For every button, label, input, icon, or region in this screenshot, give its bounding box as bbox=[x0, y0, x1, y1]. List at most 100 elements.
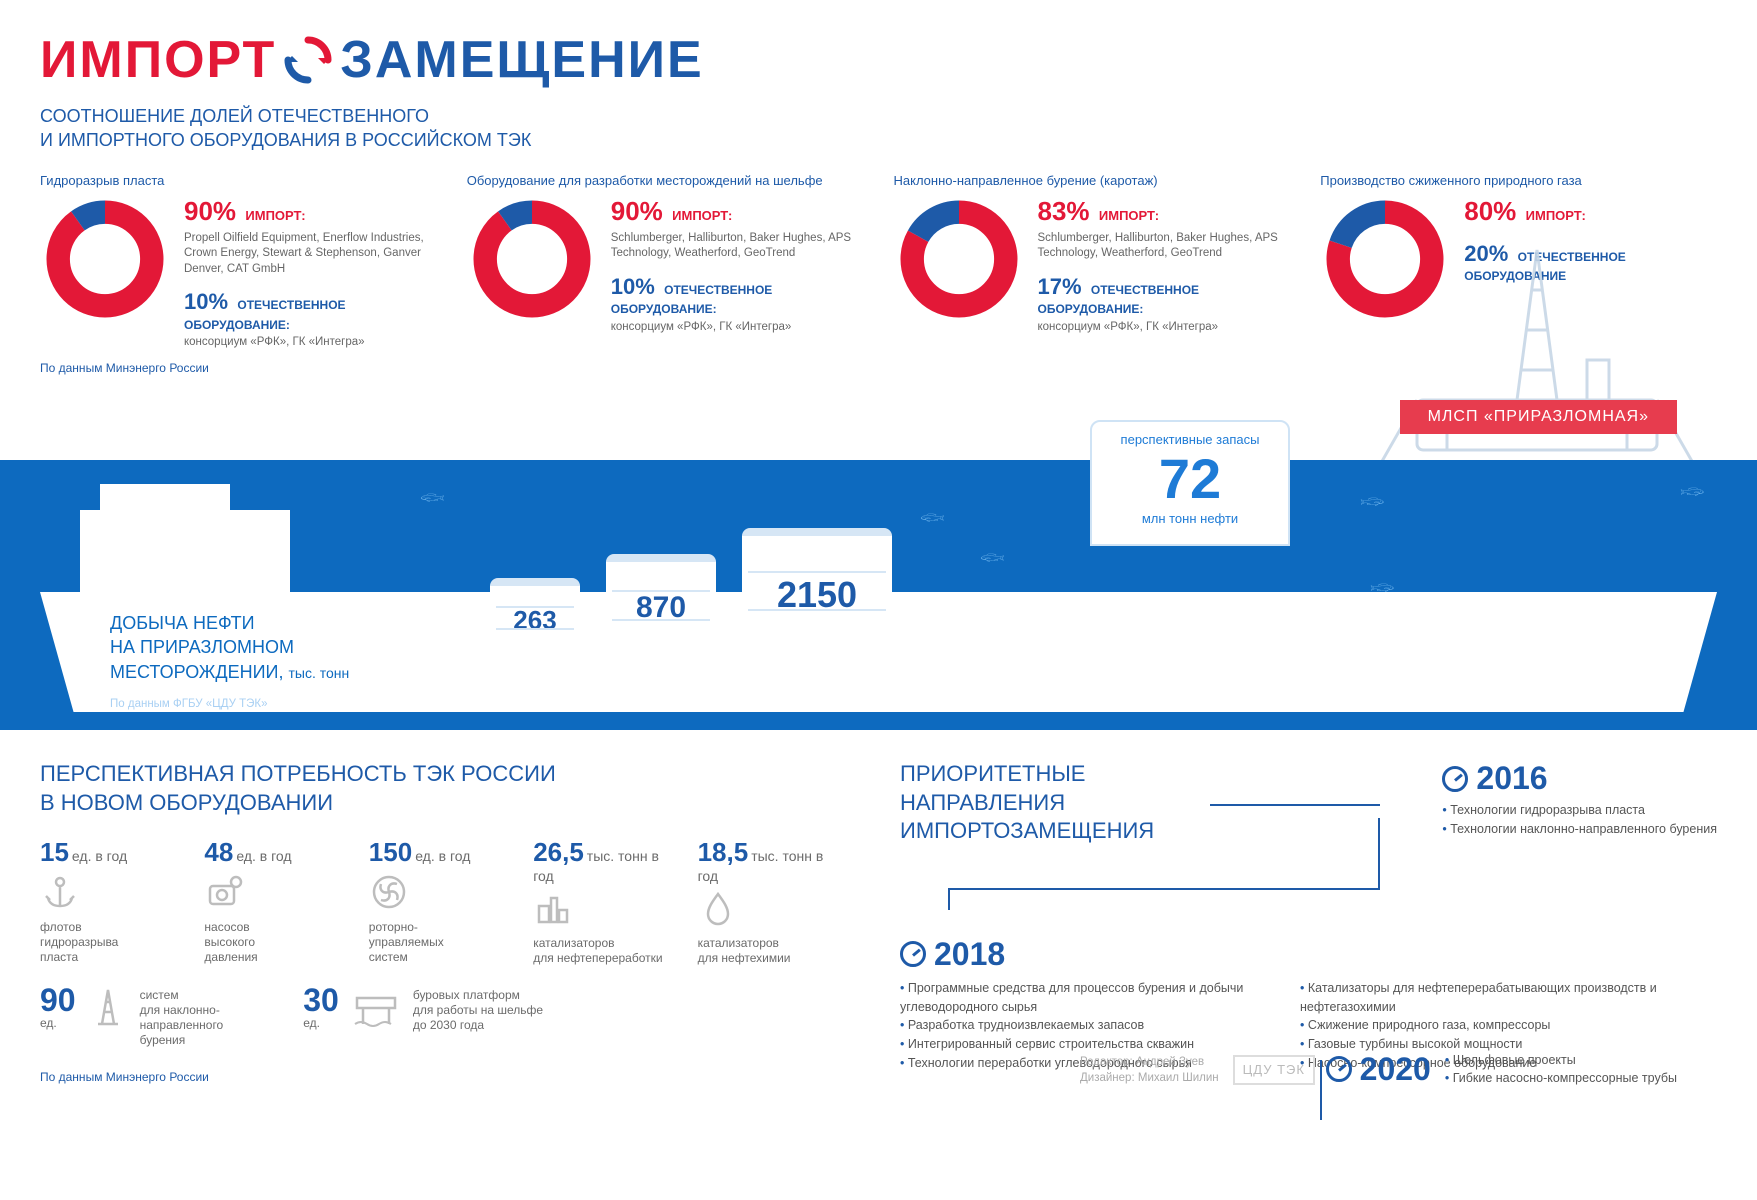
band-source: По данным ФГБУ «ЦДУ ТЭК» bbox=[110, 698, 268, 710]
donut-chart-icon bbox=[894, 194, 1024, 324]
needs-row2: 90 ед. систем для наклонно- направленног… bbox=[40, 984, 840, 1048]
priority-item: Программные средства для процессов бурен… bbox=[900, 979, 1260, 1017]
oil-title-line: ДОБЫЧА НЕФТИ bbox=[110, 611, 349, 635]
donut-block-3: Наклонно-направленное бурение (каротаж) … bbox=[894, 173, 1291, 351]
refinery-icon bbox=[533, 888, 675, 932]
ship-bridge-icon bbox=[80, 510, 290, 600]
title-import: ИМПОРТ bbox=[40, 30, 276, 90]
donut-chart-icon bbox=[467, 194, 597, 324]
priority-item: Гибкие насосно-компрессорные трубы bbox=[1445, 1069, 1677, 1088]
platform-icon bbox=[351, 984, 401, 1028]
need-item: 48ед. в год насосов высокого давления bbox=[204, 837, 346, 966]
priorities-block: ПРИОРИТЕТНЫЕ НАПРАВЛЕНИЯ ИМПОРТОЗАМЕЩЕНИ… bbox=[900, 760, 1717, 1084]
fish-icon: 𓆟 bbox=[1360, 484, 1385, 514]
need-unit: ед. в год bbox=[415, 848, 470, 864]
barrel-value: 2150 bbox=[777, 574, 857, 616]
editor-label: Редактор: bbox=[1080, 1056, 1133, 1068]
need-desc: катализаторов для нефтехимии bbox=[698, 936, 840, 966]
swap-arrows-icon bbox=[284, 36, 332, 84]
need-value: 90 bbox=[40, 982, 76, 1018]
donut-source: По данным Минэнерго России bbox=[0, 351, 1757, 375]
anchor-icon bbox=[40, 872, 182, 916]
priority-item: Шельфовые проекты bbox=[1445, 1051, 1677, 1070]
need-unit: ед. в год bbox=[72, 848, 127, 864]
timeline-2016: 2016 Технологии гидроразрыва пласта Техн… bbox=[1442, 760, 1717, 839]
barrel-2014: 263 в 2014 году bbox=[490, 578, 580, 690]
header: ИМПОРТ ЗАМЕЩЕНИЕ СООТНОШЕНИЕ ДОЛЕЙ ОТЕЧЕ… bbox=[0, 0, 1757, 163]
priority-item: Технологии гидроразрыва пласта bbox=[1442, 801, 1717, 820]
barrel-2015: 870 в 2015 году bbox=[606, 554, 716, 690]
import-label: ИМПОРТ: bbox=[1526, 208, 1586, 223]
need-desc: насосов высокого давления bbox=[204, 920, 346, 965]
rig-icon bbox=[88, 984, 128, 1028]
priority-item: Катализаторы для нефтеперерабатывающих п… bbox=[1300, 979, 1660, 1017]
priority-item: Интегрированный сервис строительства скв… bbox=[900, 1035, 1260, 1054]
domestic-pct: 20 bbox=[1464, 241, 1488, 266]
fish-icon: 𓆟 bbox=[980, 540, 1005, 570]
need-value: 30 bbox=[303, 982, 339, 1018]
need-unit: ед. bbox=[303, 1016, 339, 1030]
donut-category: Гидроразрыв пласта bbox=[40, 173, 437, 188]
year-label: 2020 bbox=[1360, 1051, 1431, 1088]
rig-label: МЛСП «ПРИРАЗЛОМНАЯ» bbox=[1400, 400, 1677, 434]
donut-category: Наклонно-направленное бурение (каротаж) bbox=[894, 173, 1291, 188]
pump-icon bbox=[204, 872, 346, 916]
need-desc: систем для наклонно- направленного бурен… bbox=[140, 984, 224, 1048]
import-label: ИМПОРТ: bbox=[245, 208, 305, 223]
priority-item: Технологии наклонно-направленного бурени… bbox=[1442, 820, 1717, 839]
domestic-pct: 10 bbox=[611, 274, 635, 299]
need-item: 30 ед. буровых платформ для работы на ше… bbox=[303, 984, 543, 1048]
domestic-pct: 10 bbox=[184, 289, 208, 314]
need-item: 150ед. в год роторно- управляемых систем bbox=[369, 837, 511, 966]
need-value: 15 bbox=[40, 837, 69, 867]
needs-grid: 15ед. в год флотов гидроразрыва пласта 4… bbox=[40, 837, 840, 966]
import-pct: 90 bbox=[184, 196, 213, 226]
clock-icon bbox=[1326, 1056, 1352, 1082]
barrel-caption: в 2015 году bbox=[641, 660, 680, 690]
import-pct: 83 bbox=[1038, 196, 1067, 226]
need-value: 150 bbox=[369, 837, 412, 867]
donut-block-4: Производство сжиженного природного газа … bbox=[1320, 173, 1717, 351]
clock-icon bbox=[1442, 766, 1468, 792]
reserves-value: 72 bbox=[1100, 451, 1280, 507]
import-pct: 80 bbox=[1464, 196, 1493, 226]
year-2020: 2020 bbox=[1326, 1051, 1431, 1088]
designer-label: Дизайнер: bbox=[1080, 1072, 1135, 1084]
credits: Редактор: Андрей Зуев Дизайнер: Михаил Ш… bbox=[1080, 1054, 1315, 1086]
need-item: 18,5тыс. тонн в год катализаторов для не… bbox=[698, 837, 840, 966]
clock-icon bbox=[900, 941, 926, 967]
import-companies: Schlumberger, Halliburton, Baker Hughes,… bbox=[1038, 231, 1291, 262]
needs-title: ПЕРСПЕКТИВНАЯ ПОТРЕБНОСТЬ ТЭК РОССИИ В Н… bbox=[40, 760, 840, 817]
need-value: 18,5 bbox=[698, 837, 749, 867]
need-item: 26,5тыс. тонн в год катализаторов для не… bbox=[533, 837, 675, 966]
need-desc: катализаторов для нефтепереработки bbox=[533, 936, 675, 966]
oil-title-line: НА ПРИРАЗЛОМНОМ bbox=[110, 635, 349, 659]
import-label: ИМПОРТ: bbox=[1099, 208, 1159, 223]
year-label: 2016 bbox=[1476, 760, 1547, 797]
timeline-2020: 2020 Шельфовые проекты Гибкие насосно-ко… bbox=[1326, 1051, 1677, 1089]
oil-title-line: МЕСТОРОЖДЕНИИ, bbox=[110, 662, 284, 682]
import-companies: Schlumberger, Halliburton, Baker Hughes,… bbox=[611, 231, 864, 262]
need-item: 15ед. в год флотов гидроразрыва пласта bbox=[40, 837, 182, 966]
oil-production-title: ДОБЫЧА НЕФТИ НА ПРИРАЗЛОМНОМ МЕСТОРОЖДЕН… bbox=[110, 611, 349, 684]
designer-name: Михаил Шилин bbox=[1138, 1072, 1219, 1084]
domestic-companies: консорциум «РФК», ГК «Интегра» bbox=[184, 335, 437, 351]
need-desc: буровых платформ для работы на шельфе до… bbox=[413, 984, 543, 1033]
donut-row: Гидроразрыв пласта 90% ИМПОРТ: Propell O… bbox=[0, 163, 1757, 351]
barrel-caption: прогноз на 2016 год bbox=[782, 660, 852, 690]
barrels: 263 в 2014 году 870 в 2015 году 2150 про… bbox=[490, 528, 892, 690]
need-item: 90 ед. систем для наклонно- направленног… bbox=[40, 984, 223, 1048]
barrel-caption: в 2014 году bbox=[515, 660, 554, 690]
needs-source: По данным Минэнерго России bbox=[40, 1070, 840, 1084]
need-value: 26,5 bbox=[533, 837, 584, 867]
need-desc: флотов гидроразрыва пласта bbox=[40, 920, 182, 965]
need-value: 48 bbox=[204, 837, 233, 867]
import-pct: 90 bbox=[611, 196, 640, 226]
drop-icon bbox=[698, 888, 840, 932]
production-band: перспективные запасы 72 млн тонн нефти 𓆟… bbox=[0, 460, 1757, 730]
import-label: ИМПОРТ: bbox=[672, 208, 732, 223]
domestic-companies: консорциум «РФК», ГК «Интегра» bbox=[1038, 320, 1291, 336]
fish-icon: 𓆟 bbox=[1680, 474, 1705, 504]
need-unit: ед. bbox=[40, 1016, 76, 1030]
barrel-value: 870 bbox=[636, 591, 686, 625]
